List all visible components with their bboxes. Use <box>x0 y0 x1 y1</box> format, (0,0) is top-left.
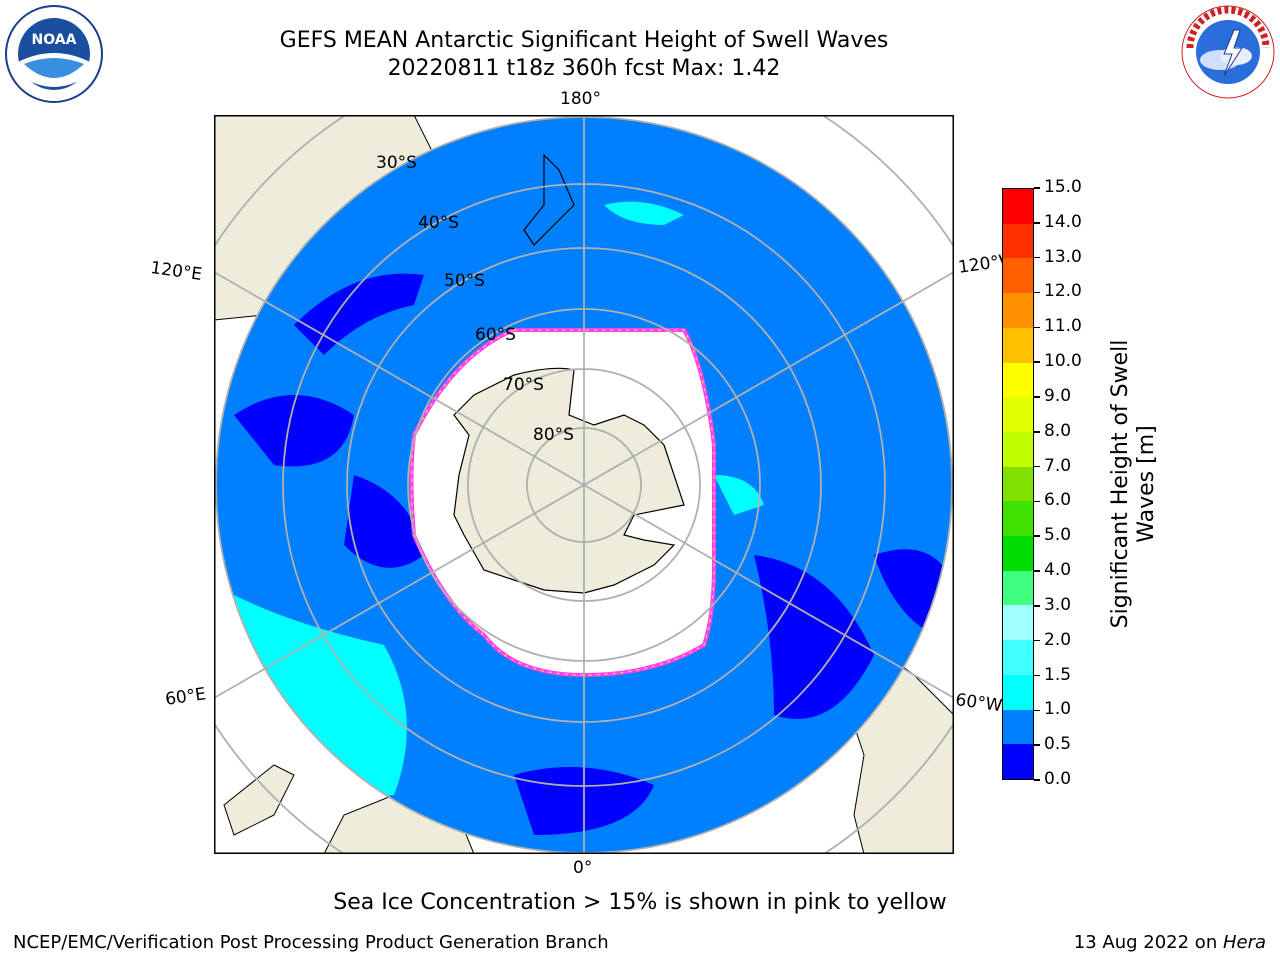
colorbar-segment <box>1003 397 1033 432</box>
colorbar-tick-label: 9.0 <box>1044 385 1072 406</box>
colorbar-segment <box>1003 293 1033 328</box>
colorbar-segment <box>1003 536 1033 571</box>
colorbar-tick-label: 5.0 <box>1044 525 1072 546</box>
colorbar-tick-label: 15.0 <box>1044 177 1082 197</box>
land-new-zealand <box>523 153 575 246</box>
colorbar-tick-mark <box>1034 431 1040 433</box>
lon-label-120e: 120°E <box>149 258 204 286</box>
footer-host: Hera <box>1222 932 1266 953</box>
lon-label-0: 0° <box>573 858 593 878</box>
colorbar-tick-label: 7.0 <box>1044 455 1072 476</box>
colorbar-segment <box>1003 640 1033 675</box>
colorbar-tick-mark <box>1034 291 1040 294</box>
colorbar-segment <box>1003 605 1033 641</box>
colorbar-segment <box>1003 466 1033 502</box>
lat-label-30s: 30°S <box>376 153 417 173</box>
colorbar-tick-label: 4.0 <box>1044 560 1072 581</box>
colorbar-tick-label: 3.0 <box>1044 594 1072 615</box>
colorbar-label-box: Significant Height of Swell Waves [m] <box>1104 188 1164 780</box>
footer-date: 13 Aug 2022 on <box>1073 932 1223 953</box>
lat-label-70s: 70°S <box>503 375 544 395</box>
colorbar <box>1002 188 1034 780</box>
colorbar-tick-mark <box>1034 674 1040 677</box>
colorbar-tick-label: 6.0 <box>1044 490 1072 511</box>
colorbar-tick-label: 1.0 <box>1044 699 1072 720</box>
footer-right: 13 Aug 2022 on Hera <box>1074 932 1266 953</box>
lat-label-40s: 40°S <box>418 213 459 233</box>
colorbar-tick-mark <box>1034 396 1040 398</box>
colorbar-segment <box>1003 223 1033 259</box>
colorbar-tick-label: 10.0 <box>1044 351 1082 372</box>
lon-label-60w: 60°W <box>954 690 1004 717</box>
colorbar-segment <box>1003 258 1033 294</box>
colorbar-tick-label: 2.0 <box>1044 629 1072 650</box>
colorbar-tick-label: 11.0 <box>1044 316 1082 337</box>
colorbar-tick-mark <box>1034 361 1040 363</box>
colorbar-segment <box>1003 709 1033 745</box>
colorbar-tick-mark <box>1034 535 1040 537</box>
noaa-logo: NOAA <box>5 5 103 103</box>
colorbar-tick-mark <box>1034 605 1040 607</box>
colorbar-tick-mark <box>1034 465 1040 468</box>
lat-label-80s: 80°S <box>533 425 574 445</box>
chart-title: GEFS MEAN Antarctic Significant Height o… <box>279 28 889 53</box>
colorbar-tick-mark <box>1034 570 1040 572</box>
polar-map <box>214 115 954 854</box>
colorbar-tick-label: 1.5 <box>1044 664 1072 685</box>
footer-left: NCEP/EMC/Verification Post Processing Pr… <box>13 932 609 953</box>
colorbar-tick-mark <box>1034 709 1040 712</box>
chart-subtitle: 20220811 t18z 360h fcst Max: 1.42 <box>387 56 781 81</box>
land-antarctica <box>453 367 685 594</box>
colorbar-segment <box>1003 189 1033 224</box>
lon-label-180: 180° <box>560 89 601 109</box>
colorbar-tick-mark <box>1034 639 1040 642</box>
colorbar-tick-mark <box>1034 779 1040 781</box>
colorbar-tick-label: 14.0 <box>1044 211 1082 232</box>
colorbar-tick-mark <box>1034 326 1040 329</box>
land-madagascar <box>223 764 295 836</box>
nws-logo <box>1181 5 1275 99</box>
colorbar-segment <box>1003 431 1033 467</box>
caption: Sea Ice Concentration > 15% is shown in … <box>333 890 947 915</box>
colorbar-tick-label: 13.0 <box>1044 246 1082 267</box>
colorbar-label-line1: Significant Height of Swell <box>1108 339 1133 629</box>
colorbar-tick-label: 0.0 <box>1044 769 1072 789</box>
lat-label-50s: 50°S <box>444 271 485 291</box>
colorbar-tick-label: 12.0 <box>1044 281 1082 302</box>
colorbar-tick-mark <box>1034 222 1040 224</box>
noaa-logo-text: NOAA <box>32 32 77 48</box>
lon-label-60e: 60°E <box>164 684 208 710</box>
colorbar-segment <box>1003 327 1033 363</box>
colorbar-segment <box>1003 744 1033 779</box>
colorbar-segment <box>1003 362 1033 398</box>
colorbar-segment <box>1003 674 1033 710</box>
colorbar-label-line2: Waves [m] <box>1134 425 1159 543</box>
colorbar-segment <box>1003 501 1033 537</box>
colorbar-ticks: 0.0 0.5 1.0 1.5 2.0 3.0 4.0 5.0 6.0 7.0 8.0 9.0 10.0… <box>1034 177 1104 789</box>
colorbar-tick-mark <box>1034 187 1040 189</box>
colorbar-tick-label: 0.5 <box>1044 734 1072 755</box>
colorbar-segment <box>1003 570 1033 606</box>
colorbar-tick-mark <box>1034 500 1040 503</box>
colorbar-tick-mark <box>1034 256 1040 259</box>
lat-label-60s: 60°S <box>475 325 516 345</box>
colorbar-tick-mark <box>1034 744 1040 746</box>
colorbar-tick-label: 8.0 <box>1044 420 1072 441</box>
